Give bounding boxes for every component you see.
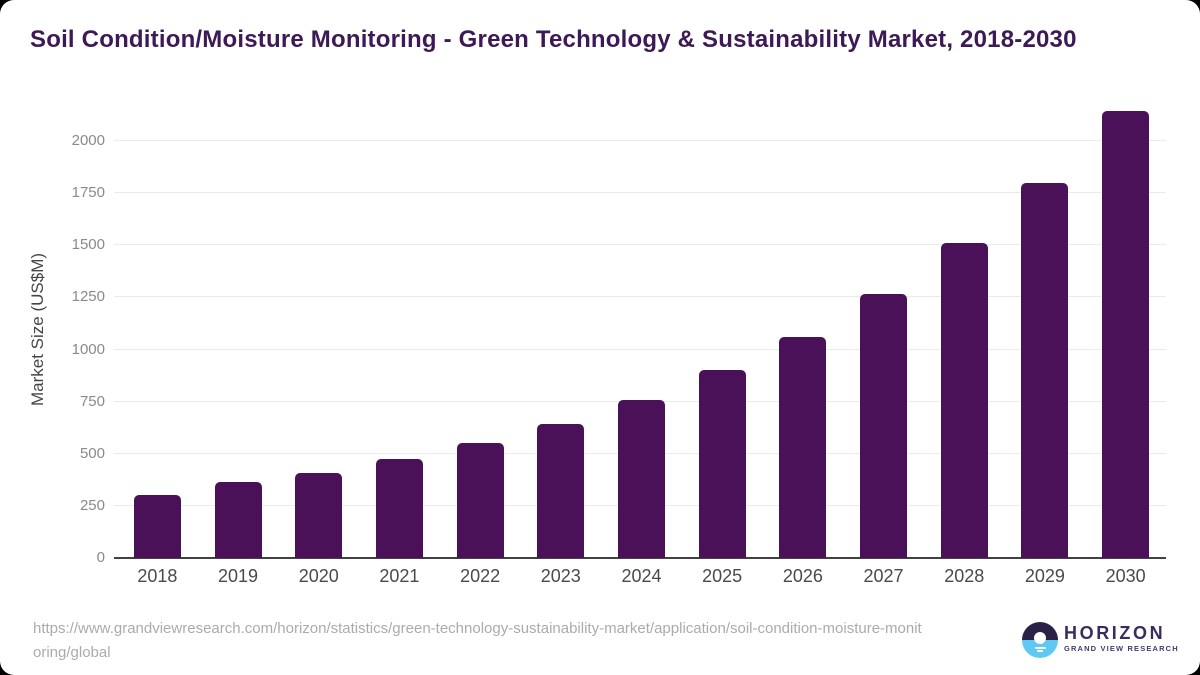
- horizon-logo: HORIZON GRAND VIEW RESEARCH: [1022, 622, 1179, 658]
- y-tick-label: 500: [79, 445, 105, 462]
- bar-2029[interactable]: [1021, 183, 1069, 558]
- y-tick-label: 1750: [71, 184, 105, 201]
- bar-column: [601, 100, 682, 558]
- x-tick-label: 2027: [863, 566, 904, 586]
- y-tick-label: 750: [79, 393, 105, 410]
- bar-column: [440, 100, 521, 558]
- bar-2020[interactable]: [295, 473, 343, 558]
- x-tick-label: 2029: [1024, 566, 1065, 586]
- bar-2026[interactable]: [779, 337, 827, 558]
- bar-2030[interactable]: [1102, 111, 1150, 558]
- gridline: [114, 349, 1166, 350]
- logo-sky-shape: [1022, 622, 1058, 640]
- y-tick-label: 1000: [71, 341, 105, 358]
- logo-subtitle: GRAND VIEW RESEARCH: [1064, 644, 1179, 653]
- y-tick-label: 2000: [71, 132, 105, 149]
- x-tick-label: 2018: [137, 566, 178, 586]
- y-axis-tick-labels: 0 250 500 750 1000 1250 1500 1750 2000: [0, 100, 105, 566]
- bar-2025[interactable]: [698, 370, 746, 558]
- y-tick-label: 0: [96, 549, 105, 566]
- logo-wordmark: HORIZON: [1064, 623, 1166, 643]
- bar-2028[interactable]: [940, 243, 988, 558]
- gridline: [114, 244, 1166, 245]
- bar-column: [682, 100, 763, 558]
- bar-2018[interactable]: [133, 495, 181, 558]
- bar-2023[interactable]: [537, 424, 585, 558]
- x-tick-label: 2023: [540, 566, 581, 586]
- x-tick-label: 2028: [944, 566, 985, 586]
- gridline: [114, 140, 1166, 141]
- logo-water-shape: [1022, 640, 1058, 658]
- x-tick-label: 2025: [702, 566, 743, 586]
- bar-column: [843, 100, 924, 558]
- x-tick-label: 2019: [218, 566, 259, 586]
- bar-column: [278, 100, 359, 558]
- gridline: [114, 192, 1166, 193]
- logo-sun-shape: [1034, 632, 1046, 644]
- bar-column: [117, 100, 198, 558]
- y-tick-label: 1250: [71, 288, 105, 305]
- bar-column: [198, 100, 279, 558]
- gridline: [114, 296, 1166, 297]
- x-tick-label: 2030: [1105, 566, 1146, 586]
- bar-column: [359, 100, 440, 558]
- y-tick-label: 1500: [71, 236, 105, 253]
- x-tick-label: 2021: [379, 566, 420, 586]
- bar-2027[interactable]: [860, 294, 908, 558]
- x-tick-label: 2026: [782, 566, 823, 586]
- y-tick-label: 250: [79, 497, 105, 514]
- bar-2019[interactable]: [214, 482, 262, 558]
- plot-area: [114, 100, 1166, 559]
- logo-text-block: HORIZON GRAND VIEW RESEARCH: [1064, 622, 1179, 653]
- source-url: https://www.grandviewresearch.com/horizo…: [33, 620, 922, 661]
- x-axis-line: [114, 557, 1166, 559]
- bar-series: [117, 100, 1166, 558]
- x-tick-label: 2022: [460, 566, 501, 586]
- x-tick-label: 2024: [621, 566, 662, 586]
- x-axis-tick-labels: 2018 2019 2020 2021 2022 2023 2024 2025 2026 2027…: [117, 566, 1166, 587]
- bar-column: [1085, 100, 1166, 558]
- bar-column: [520, 100, 601, 558]
- x-tick-label: 2020: [298, 566, 339, 586]
- bar-column: [763, 100, 844, 558]
- logo-reflection-dash: [1037, 650, 1043, 652]
- bar-2024[interactable]: [617, 400, 665, 558]
- bar-2021[interactable]: [375, 459, 423, 558]
- bar-2022[interactable]: [456, 443, 504, 558]
- logo-reflection-dash: [1034, 646, 1046, 649]
- bar-column: [924, 100, 1005, 558]
- horizon-logo-icon: [1022, 622, 1058, 658]
- bar-column: [1005, 100, 1086, 558]
- page-title: Soil Condition/Moisture Monitoring - Gre…: [30, 26, 1077, 53]
